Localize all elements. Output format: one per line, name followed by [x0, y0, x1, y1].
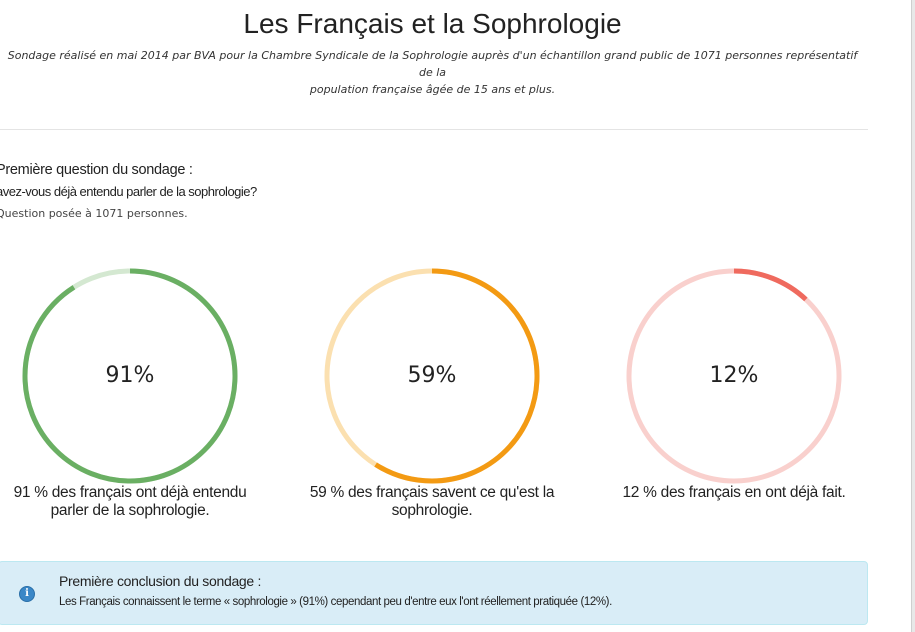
donut-value-know: 59% — [407, 363, 457, 388]
donut-value-heard: 91% — [105, 363, 155, 388]
page-title: Les Français et la Sophrologie — [243, 8, 622, 39]
question-note: Question posée à 1071 personnes. — [0, 207, 188, 220]
donut-ring-practiced — [626, 268, 842, 484]
donut-value-practiced: 12% — [709, 363, 759, 388]
question-text: avez-vous déjà entendu parler de la soph… — [0, 184, 257, 199]
caption-know-line-1: 59 % des français savent ce qu'est la — [309, 484, 555, 501]
donut-chart-know: 59% — [322, 266, 542, 486]
caption-practiced-line-1: 12 % des français en ont déjà fait. — [622, 484, 846, 501]
caption-heard-line-2: parler de la sophrologie. — [50, 502, 210, 519]
donut-ring-know — [324, 268, 540, 484]
section-divider — [0, 129, 868, 130]
info-icon: i — [19, 586, 35, 602]
window-scrollbar-edge[interactable] — [911, 0, 915, 632]
survey-subtitle: Sondage réalisé en mai 2014 par BVA pour… — [0, 47, 865, 98]
donut-arc-heard — [22, 268, 238, 484]
conclusion-text: Les Français connaissent le terme « soph… — [59, 596, 612, 608]
donut-ring-heard — [22, 268, 238, 484]
subtitle-line-2: population française âgée de 15 ans et p… — [309, 83, 556, 96]
caption-heard: 91 % des français ont déjà entendu parle… — [0, 484, 280, 520]
caption-know: 59 % des français savent ce qu'est la so… — [282, 484, 582, 520]
caption-practiced: 12 % des français en ont déjà fait. — [584, 484, 884, 502]
caption-know-line-2: sophrologie. — [391, 502, 473, 519]
donut-chart-practiced: 12% — [624, 266, 844, 486]
donut-chart-heard: 91% — [20, 266, 240, 486]
caption-heard-line-1: 91 % des français ont déjà entendu — [13, 484, 247, 501]
conclusion-alert: i Première conclusion du sondage : Les F… — [0, 561, 868, 625]
donut-arc-practiced — [626, 268, 842, 484]
subtitle-line-1: Sondage réalisé en mai 2014 par BVA pour… — [7, 49, 858, 79]
question-heading: Première question du sondage : — [0, 162, 193, 178]
donut-arc-know — [324, 268, 540, 484]
conclusion-heading: Première conclusion du sondage : — [59, 573, 262, 589]
